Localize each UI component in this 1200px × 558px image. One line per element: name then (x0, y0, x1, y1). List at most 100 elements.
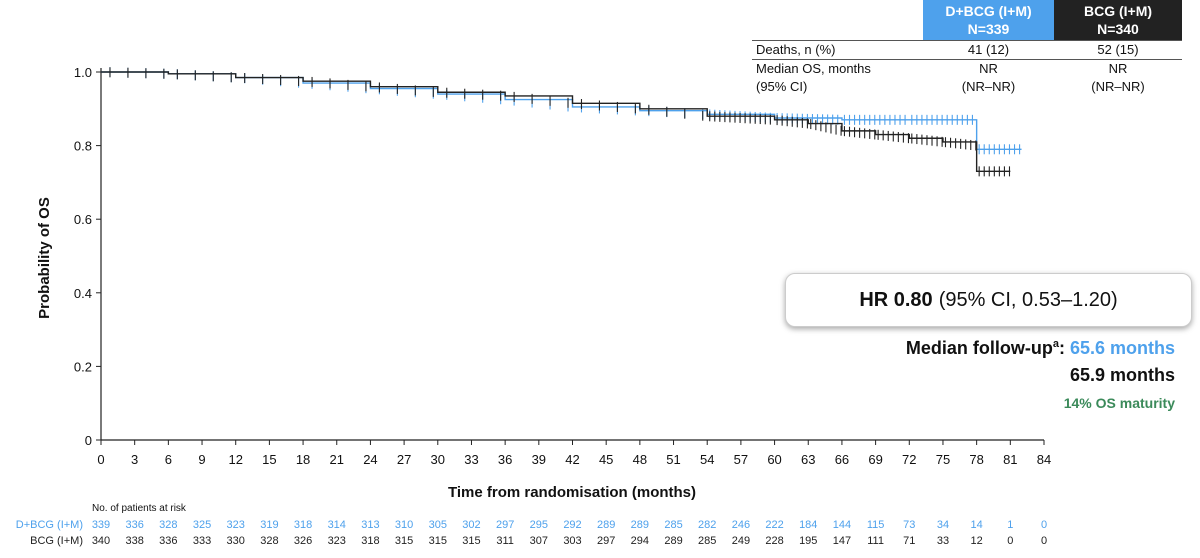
summary-header-bcg-n: N=340 (1097, 21, 1139, 37)
hazard-ratio-ci: (95% CI, 0.53–1.20) (938, 288, 1118, 311)
at-risk-value: 12 (971, 535, 983, 547)
x-tick-label: 81 (1003, 452, 1017, 467)
at-risk-value: 315 (395, 535, 413, 547)
x-tick-label: 45 (599, 452, 613, 467)
at-risk-value: 313 (361, 519, 379, 531)
at-risk-value: 328 (260, 535, 278, 547)
x-tick-label: 12 (228, 452, 242, 467)
at-risk-value: 282 (698, 519, 716, 531)
median-os-dbcg-value: NR (979, 61, 998, 76)
at-risk-value: 323 (227, 519, 245, 531)
at-risk-row-label: D+BCG (I+M) (16, 519, 83, 531)
at-risk-value: 144 (833, 519, 851, 531)
os-maturity: 14% OS maturity (1063, 395, 1175, 411)
median-os-label: Median OS, months (95% CI) (752, 60, 923, 97)
hazard-ratio-value: HR 0.80 (859, 288, 933, 311)
at-risk-value: 1 (1007, 519, 1013, 531)
x-tick-label: 3 (131, 452, 138, 467)
at-risk-value: 330 (227, 535, 245, 547)
at-risk-value: 325 (193, 519, 211, 531)
at-risk-value: 314 (328, 519, 346, 531)
median-follow-up-footnote: a (1052, 338, 1059, 350)
summary-header-bcg-name: BCG (I+M) (1083, 3, 1153, 19)
at-risk-value: 289 (631, 519, 649, 531)
at-risk-value: 147 (833, 535, 851, 547)
x-tick-label: 36 (498, 452, 512, 467)
at-risk-value: 184 (799, 519, 817, 531)
at-risk-row-label: BCG (I+M) (30, 535, 83, 547)
x-tick-label: 51 (666, 452, 680, 467)
deaths-label: Deaths, n (%) (752, 40, 923, 60)
at-risk-value: 336 (159, 535, 177, 547)
at-risk-value: 307 (530, 535, 548, 547)
x-tick-label: 15 (262, 452, 276, 467)
summary-header-bcg: BCG (I+M) N=340 (1054, 0, 1182, 41)
x-tick-labels: 0 3 6 9 12 15 18 21 24 27 30 33 36 39 42 45 48 51 54 57 60 63… (97, 440, 1051, 467)
median-follow-up-bcg: 65.9 months (1069, 365, 1175, 385)
x-tick-label: 60 (767, 452, 781, 467)
deaths-dbcg: 41 (12) (923, 40, 1054, 60)
at-risk-value: 34 (937, 519, 949, 531)
median-os-label-line1: Median OS, months (756, 61, 871, 76)
at-risk-value: 228 (765, 535, 783, 547)
at-risk-value: 111 (867, 535, 884, 547)
median-follow-up-colon: : (1058, 338, 1065, 358)
summary-header-dbcg: D+BCG (I+M) N=339 (923, 0, 1054, 41)
median-os-label-line2: (95% CI) (756, 79, 808, 94)
at-risk-value: 323 (328, 535, 346, 547)
at-risk-value: 294 (631, 535, 649, 547)
at-risk-value: 328 (159, 519, 177, 531)
at-risk-value: 249 (732, 535, 750, 547)
at-risk-value: 305 (429, 519, 447, 531)
y-tick-label: 1.0 (74, 65, 92, 80)
median-os-bcg: NR (NR–NR) (1054, 60, 1182, 97)
x-tick-label: 54 (700, 452, 714, 467)
at-risk-value: 246 (732, 519, 750, 531)
at-risk-value: 73 (903, 519, 915, 531)
at-risk-value: 302 (462, 519, 480, 531)
x-tick-label: 30 (431, 452, 445, 467)
median-follow-up-line1: Median follow-upa: 65.6 months (906, 338, 1175, 359)
x-tick-label: 72 (902, 452, 916, 467)
summary-header-dbcg-name: D+BCG (I+M) (945, 3, 1032, 19)
x-tick-label: 75 (936, 452, 950, 467)
x-tick-label: 66 (835, 452, 849, 467)
x-tick-label: 48 (633, 452, 647, 467)
x-tick-label: 63 (801, 452, 815, 467)
x-tick-label: 78 (969, 452, 983, 467)
x-tick-label: 24 (363, 452, 377, 467)
y-tick-label: 0.6 (74, 212, 92, 227)
at-risk-value: 71 (903, 535, 915, 547)
at-risk-value: 311 (496, 535, 514, 547)
x-tick-label: 21 (330, 452, 344, 467)
at-risk-value: 0 (1007, 535, 1013, 547)
chart-axes (100, 68, 1044, 441)
median-follow-up-label: Median follow-up (905, 338, 1053, 358)
at-risk-value: 295 (530, 519, 548, 531)
y-tick-labels: 0 0.2 0.4 0.6 0.8 1.0 (74, 65, 101, 448)
at-risk-value: 285 (698, 535, 716, 547)
at-risk-value: 14 (971, 519, 983, 531)
at-risk-title: No. of patients at risk (92, 503, 187, 514)
x-tick-label: 6 (165, 452, 172, 467)
x-tick-label: 9 (198, 452, 205, 467)
at-risk-table: D+BCG (I+M) 339 336 328 325 323 319 318 314 313 31… (16, 519, 1047, 547)
at-risk-value: 289 (664, 535, 682, 547)
y-tick-label: 0.4 (74, 286, 92, 301)
median-os-bcg-ci: (NR–NR) (1091, 79, 1145, 94)
x-tick-label: 18 (296, 452, 310, 467)
at-risk-value: 340 (92, 535, 110, 547)
at-risk-value: 0 (1041, 535, 1047, 547)
at-risk-value: 338 (125, 535, 143, 547)
at-risk-value: 222 (765, 519, 783, 531)
x-tick-label: 84 (1037, 452, 1051, 467)
at-risk-value: 336 (125, 519, 143, 531)
at-risk-value: 315 (462, 535, 480, 547)
y-tick-label: 0 (85, 433, 92, 448)
x-tick-label: 33 (464, 452, 478, 467)
at-risk-value: 319 (260, 519, 278, 531)
at-risk-value: 318 (361, 535, 379, 547)
at-risk-value: 333 (193, 535, 211, 547)
at-risk-value: 297 (597, 535, 615, 547)
at-risk-value: 285 (664, 519, 682, 531)
